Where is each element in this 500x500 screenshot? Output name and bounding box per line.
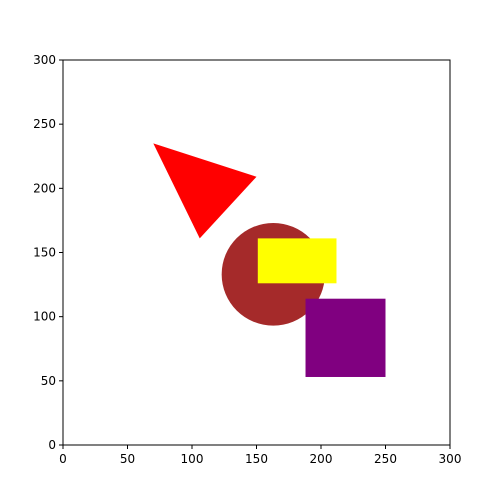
x-tick-label: 150: [245, 452, 268, 466]
x-tick-label: 250: [374, 452, 397, 466]
y-tick-label: 300: [33, 53, 56, 67]
y-tick-label: 150: [33, 246, 56, 260]
y-tick-label: 100: [33, 310, 56, 324]
y-tick-label: 250: [33, 117, 56, 131]
y-tick-label: 200: [33, 181, 56, 195]
y-axis-ticks: 0 50 100 150 200 250 300: [33, 53, 63, 452]
x-tick-label: 300: [439, 452, 462, 466]
x-tick-label: 50: [120, 452, 135, 466]
y-tick-label: 0: [48, 438, 56, 452]
shapes-layer: [153, 143, 386, 377]
rectangle-shape-800080: [305, 298, 386, 377]
x-tick-label: 100: [181, 452, 204, 466]
x-tick-label: 0: [59, 452, 67, 466]
rectangle-shape-ffff00: [257, 238, 337, 284]
triangle-shape-ff0000: [153, 143, 257, 239]
x-tick-label: 200: [310, 452, 333, 466]
x-axis-ticks: 0 50 100 150 200 250 300: [59, 445, 461, 466]
y-tick-label: 50: [41, 374, 56, 388]
